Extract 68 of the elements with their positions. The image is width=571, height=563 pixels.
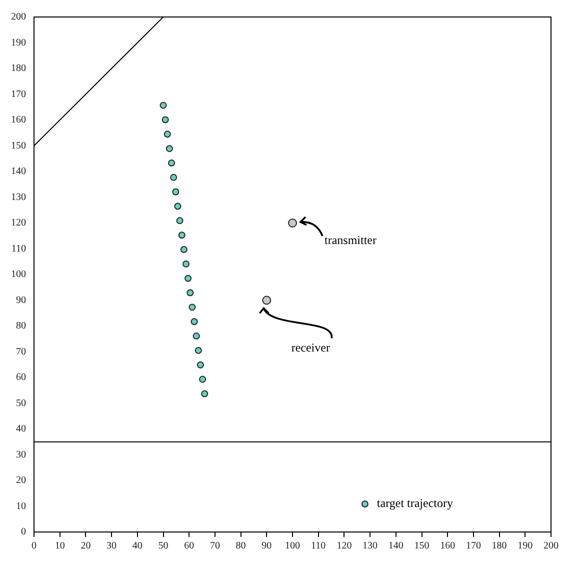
y-tick-label: 120 xyxy=(11,218,26,229)
point xyxy=(178,232,186,239)
point xyxy=(166,145,173,152)
annotation: transmitter xyxy=(324,233,376,248)
y-tick-label: 60 xyxy=(16,372,26,384)
x-tick-label: 180 xyxy=(492,540,507,552)
y-tick-label: 140 xyxy=(11,166,26,178)
point xyxy=(160,102,167,109)
point xyxy=(182,260,190,268)
point xyxy=(192,332,200,340)
x-tick-label: 60 xyxy=(184,540,194,552)
y-tick-label: 0 xyxy=(21,526,26,538)
point xyxy=(168,160,176,167)
x-tick-label: 90 xyxy=(262,540,272,552)
x-tick-label: 120 xyxy=(336,540,352,552)
x-tick-label: 160 xyxy=(440,540,456,552)
y-tick-label: 130 xyxy=(11,192,26,203)
point xyxy=(164,130,171,138)
x-tick-label: 30 xyxy=(106,540,117,552)
x-tick-label: 70 xyxy=(210,540,220,552)
y-tick-label: 200 xyxy=(11,12,26,23)
legend-label: target trajectory xyxy=(376,496,454,510)
y-tick-label: 50 xyxy=(16,398,26,409)
x-tick-label: 190 xyxy=(518,540,533,552)
x-tick-label: 200 xyxy=(544,540,558,552)
point xyxy=(188,304,196,311)
y-tick-label: 40 xyxy=(16,424,26,435)
x-tick-label: 0 xyxy=(32,540,36,552)
x-tick-label: 40 xyxy=(132,540,142,552)
y-tick-label: 20 xyxy=(16,475,26,486)
y-tick-label: 160 xyxy=(11,114,26,126)
x-tick-label: 50 xyxy=(158,540,168,552)
point xyxy=(199,376,206,383)
point xyxy=(162,116,169,124)
point xyxy=(190,318,198,326)
point xyxy=(176,217,184,224)
point xyxy=(201,390,208,398)
point xyxy=(172,188,180,196)
y-tick-label: 190 xyxy=(11,37,26,48)
x-tick-label: 100 xyxy=(285,540,300,552)
x-tick-label: 110 xyxy=(311,540,326,552)
y-tick-label: 30 xyxy=(16,449,26,460)
x-tick-label: 130 xyxy=(362,540,378,552)
y-tick-label: 180 xyxy=(11,63,26,74)
point xyxy=(262,296,272,305)
x-tick-label: 20 xyxy=(80,540,91,552)
y-tick-label: 10 xyxy=(16,500,26,512)
point xyxy=(186,289,194,296)
point xyxy=(180,246,188,254)
y-tick-label: 170 xyxy=(11,88,26,100)
y-tick-label: 110 xyxy=(11,243,26,254)
y-tick-label: 90 xyxy=(16,294,26,306)
point xyxy=(170,174,178,181)
point xyxy=(174,202,182,210)
point xyxy=(196,361,204,368)
x-tick-label: 170 xyxy=(466,540,481,552)
point xyxy=(184,274,192,282)
y-tick-label: 70 xyxy=(16,346,26,358)
y-tick-label: 100 xyxy=(11,269,26,280)
point xyxy=(288,218,297,228)
y-tick-label: 80 xyxy=(16,320,26,332)
y-tick-label: 150 xyxy=(11,140,26,152)
annotation: receiver xyxy=(291,340,330,354)
x-tick-label: 10 xyxy=(54,540,65,552)
x-tick-label: 80 xyxy=(236,540,246,552)
point xyxy=(194,346,202,354)
x-tick-label: 140 xyxy=(388,540,404,552)
x-tick-label: 150 xyxy=(414,540,430,552)
